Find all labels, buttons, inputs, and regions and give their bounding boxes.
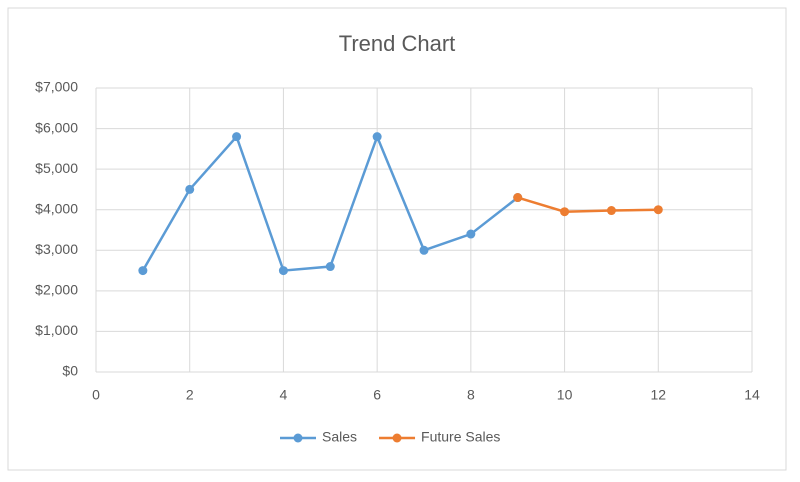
chart-border xyxy=(7,7,787,471)
legend-label: Sales xyxy=(322,429,357,445)
data-point xyxy=(466,229,476,239)
y-tick-label: $7,000 xyxy=(35,79,78,95)
legend-marker xyxy=(293,433,303,443)
x-tick-label: 14 xyxy=(744,387,760,403)
y-tick-label: $4,000 xyxy=(35,200,78,216)
data-point xyxy=(185,184,195,194)
series-line xyxy=(517,196,659,213)
data-point xyxy=(419,245,429,255)
data-point xyxy=(325,262,335,272)
y-tick-label: $6,000 xyxy=(35,119,78,135)
x-tick-label: 0 xyxy=(92,387,100,403)
data-point xyxy=(278,266,288,276)
data-point xyxy=(232,132,242,142)
y-tick-label: $0 xyxy=(62,363,78,379)
data-point xyxy=(653,205,663,215)
y-tick-label: $5,000 xyxy=(35,160,78,176)
data-point xyxy=(560,207,570,217)
x-tick-label: 8 xyxy=(467,387,475,403)
legend-label: Future Sales xyxy=(421,429,500,445)
x-tick-label: 10 xyxy=(557,387,573,403)
legend-marker xyxy=(392,433,402,443)
y-tick-label: $1,000 xyxy=(35,322,78,338)
chart-title: Trend Chart xyxy=(339,31,456,56)
x-tick-label: 2 xyxy=(186,387,194,403)
x-tick-label: 4 xyxy=(280,387,288,403)
y-tick-label: $2,000 xyxy=(35,282,78,298)
data-point xyxy=(606,206,616,216)
y-tick-label: $3,000 xyxy=(35,241,78,257)
x-tick-label: 12 xyxy=(650,387,666,403)
data-point xyxy=(138,266,148,276)
data-point xyxy=(372,132,382,142)
x-tick-label: 6 xyxy=(373,387,381,403)
data-point xyxy=(513,193,523,203)
